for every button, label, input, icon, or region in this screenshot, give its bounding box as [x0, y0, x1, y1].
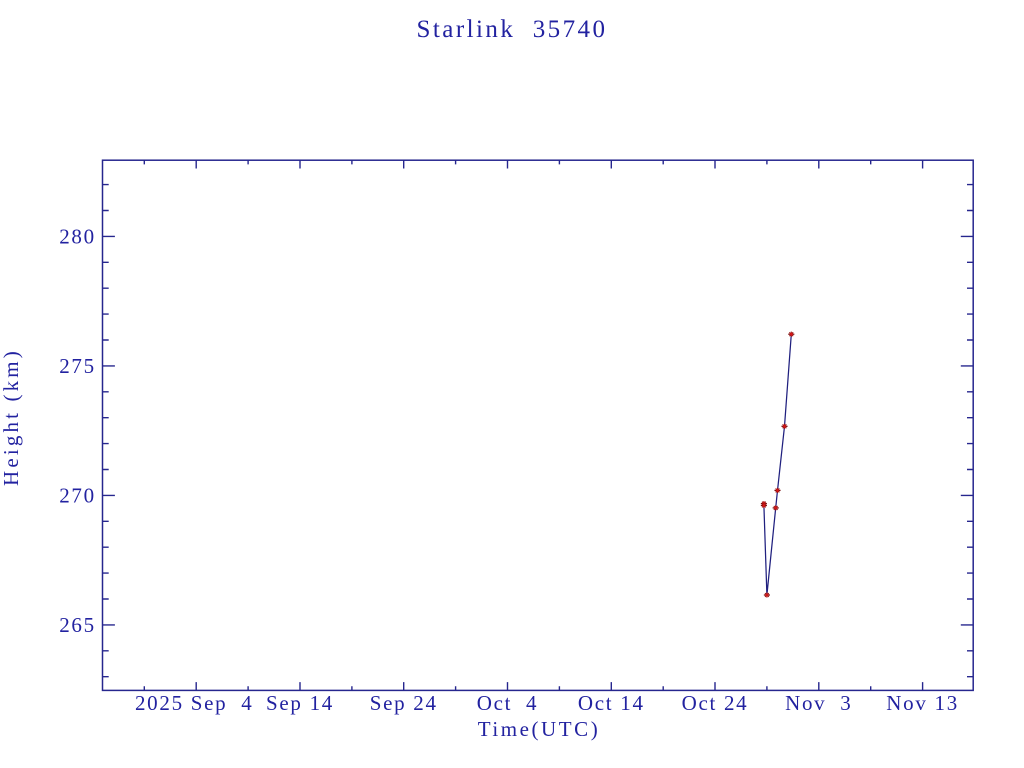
svg-text:Oct 14: Oct 14	[578, 691, 645, 715]
svg-text:280: 280	[59, 225, 96, 249]
svg-text:Oct 4: Oct 4	[477, 691, 539, 715]
svg-text:Time(UTC): Time(UTC)	[478, 717, 601, 741]
svg-text:Sep 14: Sep 14	[266, 691, 334, 715]
svg-text:Starlink 35740: Starlink 35740	[417, 16, 608, 43]
svg-text:Height (km): Height (km)	[0, 348, 23, 486]
svg-text:270: 270	[59, 484, 96, 508]
svg-text:Oct 24: Oct 24	[682, 691, 749, 715]
svg-text:275: 275	[59, 354, 96, 378]
svg-text:265: 265	[59, 613, 96, 637]
svg-text:2025 Sep 4: 2025 Sep 4	[135, 691, 253, 715]
svg-text:Nov 13: Nov 13	[886, 691, 959, 715]
svg-text:Nov 3: Nov 3	[785, 691, 852, 715]
svg-text:Sep 24: Sep 24	[370, 691, 438, 715]
